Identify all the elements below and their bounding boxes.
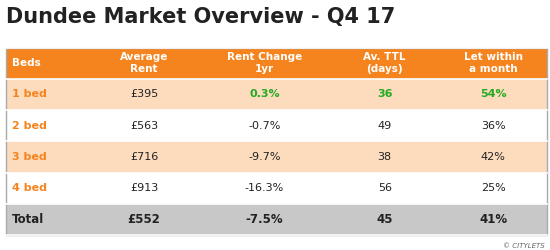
Text: -9.7%: -9.7% (248, 152, 280, 162)
Bar (6, 79, 90, 110)
Text: 2 bed: 2 bed (12, 121, 47, 130)
Bar (198, 79, 331, 110)
Text: Let within
a month: Let within a month (464, 52, 522, 74)
Text: 49: 49 (378, 121, 392, 130)
Bar (331, 110, 439, 141)
Bar (439, 204, 547, 235)
Bar (198, 110, 331, 141)
Text: Dundee Market Overview - Q4 17: Dundee Market Overview - Q4 17 (6, 8, 395, 28)
Bar (6, 172, 90, 204)
Bar (331, 141, 439, 172)
Text: Average
Rent: Average Rent (120, 52, 168, 74)
Bar (439, 79, 547, 110)
Text: £563: £563 (130, 121, 158, 130)
Text: 25%: 25% (481, 183, 505, 193)
Bar (90, 48, 198, 79)
Text: 41%: 41% (479, 213, 507, 226)
Bar (331, 204, 439, 235)
Text: Av. TTL
(days): Av. TTL (days) (364, 52, 406, 74)
Text: £395: £395 (130, 90, 158, 100)
Bar (6, 48, 90, 79)
Bar (198, 172, 331, 204)
Text: -7.5%: -7.5% (245, 213, 283, 226)
Text: 42%: 42% (481, 152, 505, 162)
Text: 38: 38 (378, 152, 392, 162)
Bar (198, 204, 331, 235)
Bar (331, 172, 439, 204)
Bar (439, 48, 547, 79)
Bar (90, 204, 198, 235)
Text: 3 bed: 3 bed (12, 152, 47, 162)
Text: Beds: Beds (12, 58, 41, 68)
Text: 0.3%: 0.3% (249, 90, 279, 100)
Text: 36%: 36% (481, 121, 505, 130)
Text: Total: Total (12, 213, 45, 226)
Bar (90, 110, 198, 141)
Bar (6, 48, 547, 235)
Text: 4 bed: 4 bed (12, 183, 47, 193)
Bar (331, 48, 439, 79)
Text: 1 bed: 1 bed (12, 90, 47, 100)
Text: £552: £552 (128, 213, 161, 226)
Bar (331, 79, 439, 110)
Bar (90, 79, 198, 110)
Bar (6, 204, 90, 235)
Text: -0.7%: -0.7% (248, 121, 280, 130)
Bar (6, 141, 90, 172)
Text: 54%: 54% (480, 90, 507, 100)
Bar (198, 48, 331, 79)
Bar (439, 110, 547, 141)
Text: -16.3%: -16.3% (245, 183, 284, 193)
Text: 36: 36 (377, 90, 393, 100)
Bar (90, 172, 198, 204)
Bar (198, 141, 331, 172)
Text: 56: 56 (378, 183, 392, 193)
Text: £913: £913 (130, 183, 158, 193)
Bar (439, 172, 547, 204)
Bar (90, 141, 198, 172)
Text: Rent Change
1yr: Rent Change 1yr (227, 52, 302, 74)
Text: © CITYLETS: © CITYLETS (503, 243, 544, 249)
Text: £716: £716 (130, 152, 158, 162)
Bar (6, 110, 90, 141)
Text: 45: 45 (376, 213, 393, 226)
Bar (439, 141, 547, 172)
